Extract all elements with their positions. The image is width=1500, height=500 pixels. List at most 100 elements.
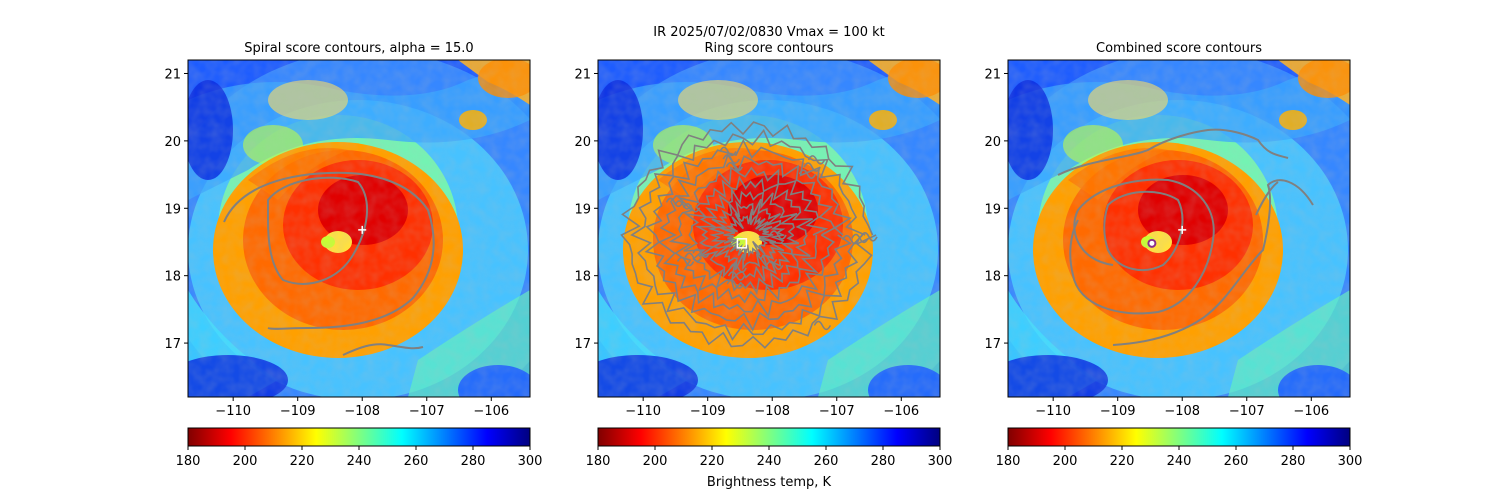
ring-contour (683, 175, 813, 296)
axes-frame (187, 59, 531, 398)
ring-contour (707, 198, 786, 271)
ring-contour (803, 162, 821, 172)
panel-3: Combined score contours −110 −109 −108 −107 −… (978, 41, 1398, 469)
panel-title: Ring score contours (704, 41, 833, 56)
x-tick-label: −110 (215, 404, 251, 419)
score-contours (620, 121, 878, 349)
x-tick-label: −106 (883, 404, 919, 419)
ring-contour (684, 252, 703, 263)
ring-contour (727, 271, 746, 281)
ring-contour (798, 169, 817, 179)
colorbar-gradient (1007, 427, 1351, 447)
panel-2: Ring score contours −110 −109 −108 −107 −106 1… (568, 41, 988, 490)
y-tick-label: 21 (984, 67, 1001, 82)
ring-contour (813, 320, 832, 331)
ring-contour (759, 254, 778, 265)
combined-contour (1069, 178, 1215, 315)
colorbar-tick-label: 220 (700, 454, 725, 469)
center-plus-marker (1178, 225, 1187, 234)
y-tick-label: 18 (164, 270, 181, 285)
x-tick-label: −107 (1229, 404, 1265, 419)
colorbar-tick-label: 280 (461, 454, 486, 469)
center-plus-marker (358, 225, 367, 234)
y-tick-label: 17 (574, 337, 591, 352)
combined-contour (1103, 190, 1184, 271)
colorbar-tick-label: 200 (643, 454, 668, 469)
y-tick-label: 20 (574, 135, 591, 150)
y-tick-label: 17 (984, 337, 1001, 352)
colorbar-tick-label: 180 (586, 454, 611, 469)
colorbar: 180 200 220 240 260 280 300 (176, 427, 543, 469)
ring-contour (674, 200, 692, 210)
center-circle-marker (1147, 238, 1157, 248)
ring-contour (676, 256, 695, 267)
y-tick-label: 21 (574, 67, 591, 82)
spiral-contour (223, 171, 435, 330)
x-tick-label: −109 (690, 404, 726, 419)
colorbar-tick-label: 280 (871, 454, 896, 469)
colorbar-tick-label: 280 (1281, 454, 1306, 469)
center-square-marker (736, 238, 748, 249)
colorbar-tick-label: 200 (233, 454, 258, 469)
score-contours (223, 171, 435, 356)
colorbar-tick-label: 220 (290, 454, 315, 469)
combined-contour (1255, 181, 1279, 216)
brightness-image (568, 50, 988, 430)
x-tick-label: −108 (344, 404, 380, 419)
x-tick-label: −109 (280, 404, 316, 419)
spiral-contour (342, 343, 424, 356)
colorbar-tick-label: 220 (1110, 454, 1135, 469)
brightness-image (978, 50, 1398, 430)
x-tick-label: −107 (819, 404, 855, 419)
ring-contour (644, 138, 853, 332)
ring-contour (620, 121, 877, 349)
combined-contour (1057, 128, 1289, 176)
axes-frame (1007, 59, 1351, 398)
y-tick-label: 19 (574, 202, 591, 217)
ring-contour (766, 260, 784, 271)
figure-suptitle: IR 2025/07/02/0830 Vmax = 100 kt (653, 25, 884, 40)
ring-contour (722, 154, 741, 164)
colorbar: 180 200 220 240 260 280 300 Brightness temp, K (586, 427, 953, 490)
colorbar-tick-label: 260 (814, 454, 839, 469)
y-tick-label: 20 (164, 135, 181, 150)
ring-contour (729, 263, 747, 273)
y-tick-label: 17 (164, 337, 181, 352)
ring-contour (682, 203, 701, 213)
ring-contour (725, 162, 744, 172)
colorbar-tick-label: 260 (1224, 454, 1249, 469)
colorbar-tick-label: 260 (404, 454, 429, 469)
ring-contour (860, 232, 878, 242)
x-tick-label: −106 (1293, 404, 1329, 419)
x-tick-label: −110 (625, 404, 661, 419)
y-tick-label: 20 (984, 135, 1001, 150)
ring-contour (692, 248, 710, 258)
colorbar-tick-label: 240 (347, 454, 372, 469)
ring-contour (720, 208, 777, 261)
y-tick-label: 18 (574, 270, 591, 285)
x-tick-label: −106 (473, 404, 509, 419)
ring-contour (851, 233, 869, 244)
score-contours (1057, 128, 1314, 346)
y-tick-label: 21 (164, 67, 181, 82)
colorbar-tick-label: 300 (928, 454, 953, 469)
colorbar-tick-label: 240 (1167, 454, 1192, 469)
x-tick-label: −108 (754, 404, 790, 419)
colorbar-tick-label: 200 (1053, 454, 1078, 469)
ring-contour (842, 234, 860, 245)
panel-1: Spiral score contours, alpha = 15.0 −110 −… (164, 41, 543, 469)
colorbar-tick-label: 300 (1338, 454, 1363, 469)
x-tick-label: −108 (1164, 404, 1200, 419)
ring-contour (807, 155, 826, 165)
y-tick-label: 18 (984, 270, 1001, 285)
ring-contour (668, 166, 829, 304)
x-tick-label: −109 (1100, 404, 1136, 419)
ring-contour (665, 197, 684, 208)
colorbar-tick-label: 240 (757, 454, 782, 469)
spiral-contour (267, 176, 369, 285)
colorbar-gradient (187, 427, 531, 447)
ring-contour (726, 279, 744, 289)
colorbar-tick-label: 300 (518, 454, 543, 469)
axes-frame (597, 59, 941, 398)
